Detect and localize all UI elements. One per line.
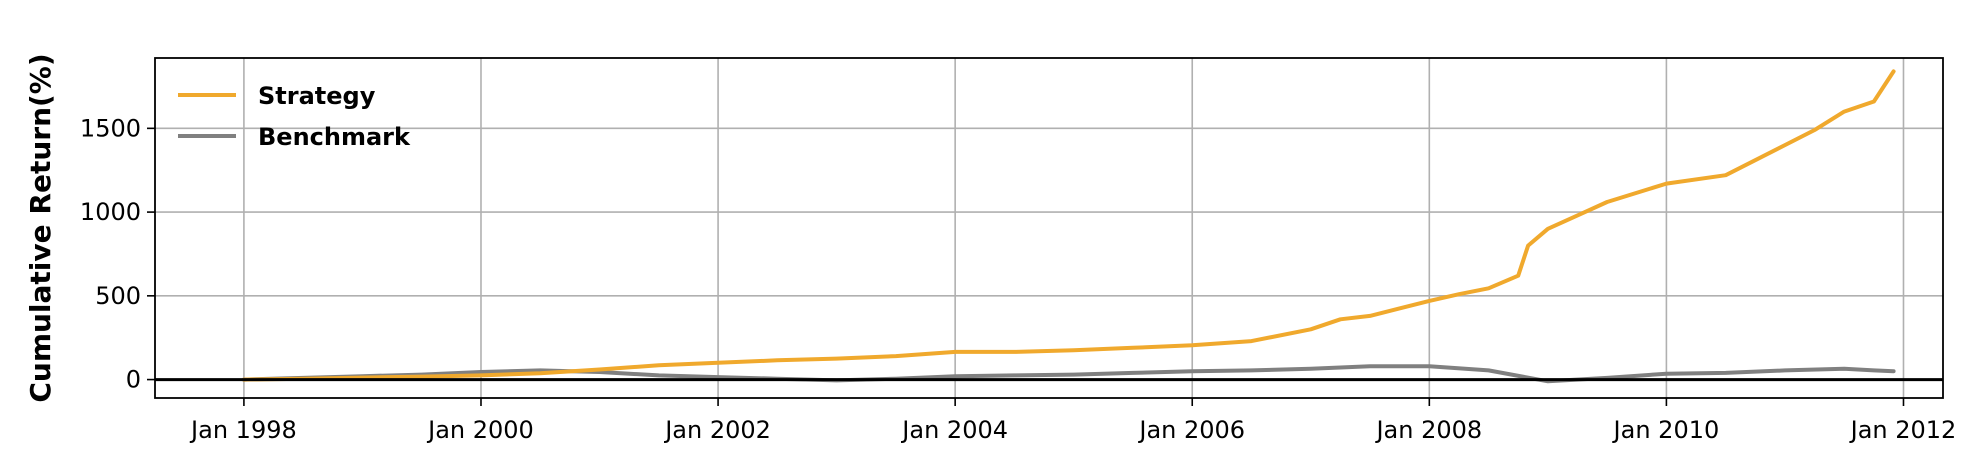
plot-frame	[154, 57, 1944, 399]
grid	[155, 58, 1943, 398]
series-group	[241, 69, 1896, 384]
x-tick-label: Jan 2010	[1612, 416, 1720, 444]
x-tick-label: Jan 2008	[1374, 416, 1482, 444]
x-axis: Jan 1998 Jan 2000 Jan 2002 Jan 2004 Jan 2006…	[189, 398, 1956, 444]
y-tick-label: 1000	[80, 198, 141, 226]
x-tick-label: Jan 2004	[900, 416, 1008, 444]
x-tick-label: Jan 1998	[189, 416, 297, 444]
y-axis: 0 500 1000 1500	[80, 114, 155, 394]
series-line-strategy	[241, 69, 1896, 382]
series-line-benchmark	[241, 364, 1896, 384]
x-tick-label: Jan 2000	[426, 416, 534, 444]
legend: Strategy Benchmark	[178, 82, 411, 151]
y-tick-label: 1500	[80, 114, 141, 142]
x-tick-label: Jan 2012	[1849, 416, 1957, 444]
x-tick-label: Jan 2002	[663, 416, 771, 444]
y-tick-label: 0	[126, 366, 141, 394]
y-axis-title: Cumulative Return(%)	[24, 53, 57, 402]
y-tick-label: 500	[95, 282, 141, 310]
legend-label-strategy: Strategy	[258, 82, 376, 110]
legend-label-benchmark: Benchmark	[258, 123, 411, 151]
x-tick-label: Jan 2006	[1137, 416, 1245, 444]
